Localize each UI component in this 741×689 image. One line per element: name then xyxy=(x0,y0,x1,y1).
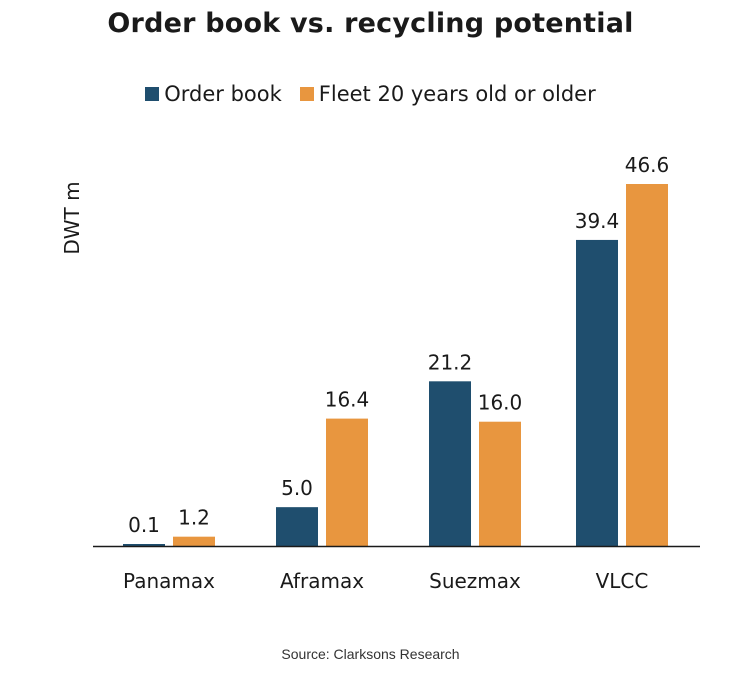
data-label-fleet-20-years-old-or-older-panamax: 1.2 xyxy=(178,506,210,530)
legend-label-fleet-20: Fleet 20 years old or older xyxy=(318,82,596,106)
x-tick-label-panamax: Panamax xyxy=(123,569,215,593)
bar-fleet-20-years-old-or-older-aframax xyxy=(326,418,368,546)
data-label-order-book-aframax: 5.0 xyxy=(281,476,313,500)
x-tick-label-vlcc: VLCC xyxy=(596,569,649,593)
legend-swatch-fleet-20 xyxy=(299,87,314,101)
bar-fleet-20-years-old-or-older-panamax xyxy=(173,536,215,546)
bar-fleet-20-years-old-or-older-vlcc xyxy=(626,184,668,546)
data-label-fleet-20-years-old-or-older-suezmax: 16.0 xyxy=(478,391,523,415)
data-label-order-book-panamax: 0.1 xyxy=(128,513,160,537)
legend: Order book Fleet 20 years old or older xyxy=(0,82,741,106)
data-label-order-book-suezmax: 21.2 xyxy=(428,350,473,374)
data-label-fleet-20-years-old-or-older-vlcc: 46.6 xyxy=(625,153,670,177)
x-tick-label-aframax: Aframax xyxy=(280,569,364,593)
bar-order-book-aframax xyxy=(276,507,318,546)
legend-swatch-order-book xyxy=(145,87,160,101)
data-label-fleet-20-years-old-or-older-aframax: 16.4 xyxy=(325,388,370,412)
legend-item-order-book: Order book xyxy=(145,82,282,106)
x-tick-label-suezmax: Suezmax xyxy=(429,569,521,593)
bar-order-book-panamax xyxy=(123,544,165,546)
chart-title: Order book vs. recycling potential xyxy=(107,8,634,39)
data-label-order-book-vlcc: 39.4 xyxy=(575,209,620,233)
source-note: Source: Clarksons Research xyxy=(281,646,460,662)
bar-order-book-suezmax xyxy=(429,381,471,546)
legend-label-order-book: Order book xyxy=(164,82,282,106)
bar-order-book-vlcc xyxy=(576,239,618,546)
legend-item-fleet-20: Fleet 20 years old or older xyxy=(299,82,596,106)
bar-fleet-20-years-old-or-older-suezmax xyxy=(479,421,521,546)
